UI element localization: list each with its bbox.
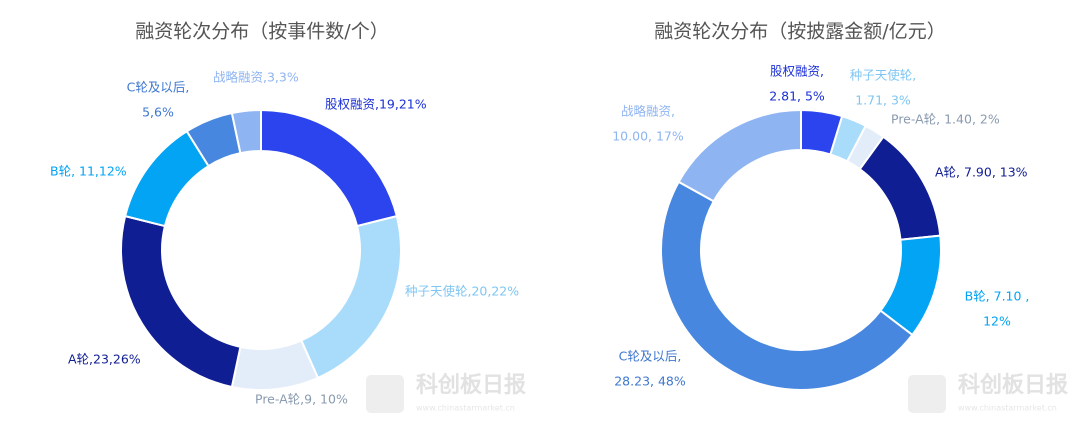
donut-slice xyxy=(260,108,399,228)
slice-label: 股权融资, xyxy=(770,64,824,79)
slice-label: 2.81, 5% xyxy=(769,89,825,104)
slice-label: A轮,23,26% xyxy=(68,352,141,367)
slice-label: Pre-A轮,9, 10% xyxy=(255,392,348,407)
watermark-url: www.chinastarmarket.cn xyxy=(416,404,515,413)
slice-label: 战略融资, xyxy=(621,104,675,119)
slice-label: 10.00, 17% xyxy=(612,129,684,144)
watermark-logo xyxy=(908,375,946,413)
donut-slice xyxy=(858,135,942,241)
slice-label: 28.23, 48% xyxy=(614,374,686,389)
watermark: 科创板日报 www.chinastarmarket.cn 科创板日报 www.c… xyxy=(366,373,1068,413)
slice-label: A轮, 7.90, 13% xyxy=(935,165,1028,180)
slice-label: 1.71, 3% xyxy=(855,93,911,108)
slice-label: Pre-A轮, 1.40, 2% xyxy=(891,112,1000,127)
donut-slice xyxy=(299,214,402,380)
slice-label: B轮, 7.10 , xyxy=(965,289,1030,304)
chart-title: 融资轮次分布（按披露金额/亿元） xyxy=(654,21,945,43)
watermark-text: 科创板日报 xyxy=(416,373,526,398)
donut-slice xyxy=(230,339,320,391)
slice-label: 股权融资,19,21% xyxy=(325,97,427,112)
slice-label: 战略融资,3,3% xyxy=(213,70,299,85)
slice-label: C轮及以后, xyxy=(127,80,190,95)
slice-label: 种子天使轮, xyxy=(850,68,916,83)
chart-title: 融资轮次分布（按事件数/个） xyxy=(135,21,388,43)
watermark-text: 科创板日报 xyxy=(958,373,1068,398)
slice-label: 5,6% xyxy=(142,105,174,120)
slice-label: B轮, 11,12% xyxy=(50,164,127,179)
slice-label: 种子天使轮,20,22% xyxy=(405,284,519,299)
donut-slice xyxy=(660,180,914,391)
slice-label: 12% xyxy=(983,314,1011,329)
donut-slice xyxy=(230,108,262,155)
donut-slice xyxy=(677,108,802,203)
watermark-url: www.chinastarmarket.cn xyxy=(958,404,1057,413)
watermark-logo xyxy=(366,375,404,413)
slice-label: C轮及以后, xyxy=(619,349,682,364)
